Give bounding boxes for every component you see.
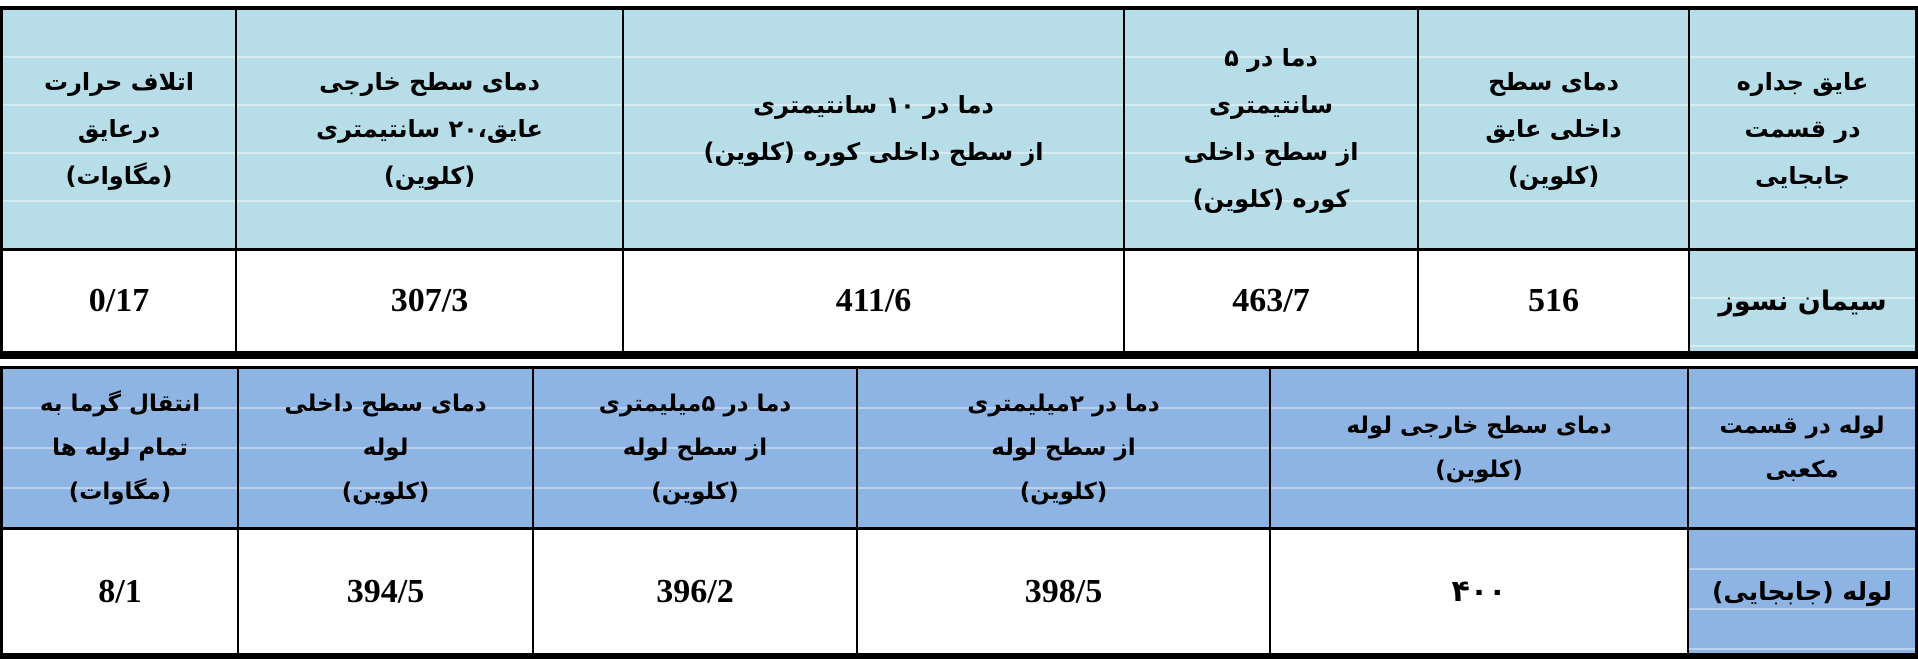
- t1-value-insulation-inner-temp: 516: [1419, 251, 1688, 351]
- t2-value-heat-transfer-all-pipes: 8/1: [3, 530, 237, 653]
- t1-header-row-label: عایق جداره در قسمت جابجایی: [1690, 10, 1915, 248]
- t2-header-row-label: لوله در قسمت مکعبی: [1689, 369, 1915, 527]
- t2-header-temp-5mm: دما در ۵میلیمتری از سطح لوله (کلوین): [534, 369, 856, 527]
- t1-value-temp-5cm: 463/7: [1125, 251, 1417, 351]
- t2-value-temp-5mm: 396/2: [534, 530, 856, 653]
- table-wall-insulation-convection: اتلاف حرارت درعایق (مگاوات) دمای سطح خار…: [0, 6, 1918, 359]
- t1-header-temp-10cm: دما در ۱۰ سانتیمتری از سطح داخلی کوره (ک…: [624, 10, 1123, 248]
- t2-value-temp-2mm: 398/5: [858, 530, 1269, 653]
- t2-header-pipe-outer-temp: دمای سطح خارجی لوله (کلوین): [1271, 369, 1687, 527]
- t1-header-insulation-outer-temp: دمای سطح خارجی عایق،۲۰ سانتیمتری (کلوین): [237, 10, 622, 248]
- t1-value-heat-loss: 0/17: [3, 251, 235, 351]
- t2-header-pipe-inner-temp: دمای سطح داخلی لوله (کلوین): [239, 369, 532, 527]
- t2-row-label-pipe-convection: لوله (جابجایی): [1689, 530, 1915, 653]
- t1-row-label-refractory-cement: سیمان نسوز: [1690, 251, 1915, 351]
- table-pipe-cubic-section: انتقال گرما به تمام لوله ها (مگاوات) دما…: [0, 366, 1918, 659]
- t2-header-temp-2mm: دما در ۲میلیمتری از سطح لوله (کلوین): [858, 369, 1269, 527]
- t2-header-heat-transfer-all-pipes: انتقال گرما به تمام لوله ها (مگاوات): [3, 369, 237, 527]
- t2-value-pipe-inner-temp: 394/5: [239, 530, 532, 653]
- t1-header-insulation-inner-temp: دمای سطح داخلی عایق (کلوین): [1419, 10, 1688, 248]
- t2-value-pipe-outer-temp: ۴۰۰: [1271, 530, 1687, 653]
- t1-header-heat-loss: اتلاف حرارت درعایق (مگاوات): [3, 10, 235, 248]
- t1-value-temp-10cm: 411/6: [624, 251, 1123, 351]
- t1-value-insulation-outer-temp: 307/3: [237, 251, 622, 351]
- t1-header-temp-5cm: دما در ۵ سانتیمتری از سطح داخلی کوره (کل…: [1125, 10, 1417, 248]
